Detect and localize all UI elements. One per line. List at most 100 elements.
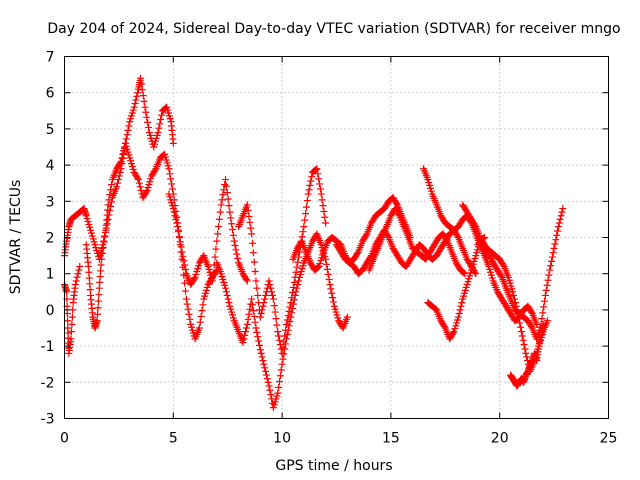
data-point [228, 220, 236, 228]
data-point [548, 253, 556, 261]
y-tick-label: 4 [46, 158, 55, 174]
data-point [73, 273, 81, 281]
data-point [212, 245, 220, 253]
series-track-6 [235, 165, 330, 357]
data-point [137, 186, 145, 194]
data-point [554, 227, 562, 235]
data-point [245, 213, 253, 221]
data-point [197, 312, 205, 320]
data-point [175, 228, 183, 236]
data-point [216, 208, 224, 216]
data-point [169, 139, 177, 147]
data-point [113, 183, 121, 191]
data-point [443, 236, 451, 244]
data-point [539, 320, 547, 328]
data-point [120, 147, 128, 155]
data-point [254, 291, 262, 299]
y-tick-label: 6 [46, 86, 55, 102]
x-tick-label: 10 [273, 431, 291, 447]
data-point [232, 246, 240, 254]
x-tick-label: 25 [600, 431, 618, 447]
data-point [317, 190, 325, 198]
data-point [322, 219, 330, 227]
data-point [157, 115, 165, 123]
data-point [76, 262, 84, 270]
data-point [362, 231, 370, 239]
data-point [263, 375, 271, 383]
y-tick-label: -1 [41, 339, 55, 355]
data-point [556, 215, 564, 223]
data-point [259, 302, 267, 310]
data-point [244, 315, 252, 323]
data-point [252, 324, 260, 332]
data-point [134, 89, 142, 97]
data-point [224, 295, 232, 303]
data-point [245, 310, 253, 318]
data-point [228, 226, 236, 234]
data-point [275, 336, 283, 344]
data-point [231, 241, 239, 249]
data-point [75, 266, 83, 274]
data-point [243, 277, 251, 285]
data-point [274, 389, 282, 397]
data-point [115, 172, 123, 180]
y-axis-label: SDTVAR / TECUs [8, 180, 24, 295]
data-point [515, 315, 523, 323]
data-point [64, 317, 72, 325]
data-point [313, 165, 321, 173]
data-point [94, 304, 102, 312]
data-point [99, 244, 107, 252]
data-point [270, 302, 278, 310]
data-point [540, 303, 548, 311]
series-track-7 [289, 194, 414, 274]
chart-title: Day 204 of 2024, Sidereal Day-to-day VTE… [47, 21, 620, 37]
data-point [183, 300, 191, 308]
data-point [175, 233, 183, 241]
data-point [455, 310, 463, 318]
data-point [172, 215, 180, 223]
data-point [289, 289, 297, 297]
data-point [254, 333, 262, 341]
data-point [323, 265, 331, 273]
data-point [219, 191, 227, 199]
data-point [267, 284, 275, 292]
data-point [256, 313, 264, 321]
data-point [395, 210, 403, 218]
data-point [68, 320, 76, 328]
data-point [233, 250, 241, 258]
data-point [522, 349, 530, 357]
x-tick-label: 20 [491, 431, 509, 447]
data-point [543, 281, 551, 289]
data-point [142, 188, 150, 196]
series-track-12 [459, 201, 567, 343]
data-point [130, 103, 138, 111]
data-point [137, 74, 145, 82]
data-point [215, 223, 223, 231]
data-point [181, 287, 189, 295]
data-point [154, 129, 162, 137]
data-point [247, 224, 255, 232]
data-point [312, 165, 320, 173]
data-point [307, 177, 315, 185]
data-point [321, 213, 329, 221]
data-point [282, 326, 290, 334]
data-point [209, 269, 217, 277]
data-point [279, 344, 287, 352]
data-point [511, 299, 519, 307]
data-point [353, 249, 361, 257]
data-point [294, 258, 302, 266]
y-tick-label: 0 [46, 303, 55, 319]
data-point [292, 288, 300, 296]
data-point [258, 353, 266, 361]
data-point [510, 291, 518, 299]
data-point [94, 297, 102, 305]
data-point [123, 131, 131, 139]
data-point [124, 126, 132, 134]
data-point [519, 336, 527, 344]
data-point [274, 328, 282, 336]
series-track-4 [165, 176, 251, 289]
data-point [265, 382, 273, 390]
data-point [170, 208, 178, 216]
data-point [218, 196, 226, 204]
